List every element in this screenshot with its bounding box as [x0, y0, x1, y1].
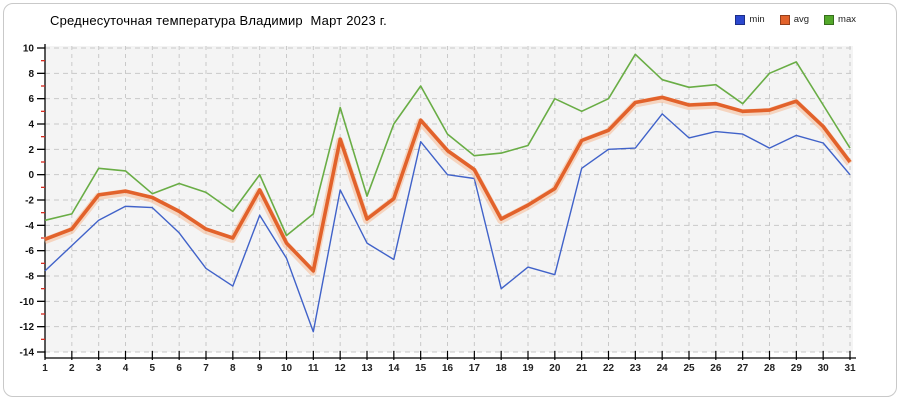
x-tick-label: 26 — [710, 363, 722, 374]
y-tick-label: -6 — [25, 246, 34, 257]
legend-item-min: min — [735, 14, 765, 25]
x-tick-label: 8 — [230, 363, 236, 374]
x-tick-label: 19 — [522, 363, 534, 374]
x-tick-label: 3 — [96, 363, 102, 374]
x-tick-label: 21 — [576, 363, 588, 374]
x-tick-label: 29 — [791, 363, 803, 374]
x-tick-label: 28 — [764, 363, 776, 374]
legend-swatch-max — [824, 14, 835, 25]
x-tick-label: 25 — [683, 363, 695, 374]
x-tick-label: 16 — [442, 363, 454, 374]
legend-item-avg: avg — [779, 14, 810, 25]
legend-label-max: max — [838, 14, 856, 25]
x-tick-label: 4 — [123, 363, 129, 374]
y-tick-label: -12 — [20, 322, 35, 333]
x-tick-label: 6 — [176, 363, 182, 374]
y-tick-label: 6 — [28, 94, 34, 105]
x-tick-label: 13 — [361, 363, 373, 374]
series-max-line — [44, 53, 851, 237]
x-tick-label: 2 — [69, 363, 75, 374]
plot-area — [45, 46, 853, 352]
x-tick-label: 1 — [42, 363, 48, 374]
x-tick-label: 7 — [203, 363, 209, 374]
legend-swatch-min — [735, 14, 746, 25]
y-tick-label: 10 — [23, 44, 35, 55]
series-min-line — [44, 113, 851, 333]
x-tick-label: 15 — [415, 363, 427, 374]
x-tick-label: 20 — [549, 363, 561, 374]
x-tick-label: 24 — [657, 363, 669, 374]
chart-legend: min avg max — [735, 14, 856, 25]
y-tick-label: -2 — [25, 196, 34, 207]
x-tick-label: 27 — [737, 363, 749, 374]
chart-title: Среднесуточная температура Владимир Март… — [50, 13, 387, 28]
x-tick-label: 12 — [335, 363, 347, 374]
y-tick-label: -14 — [20, 348, 35, 359]
series-avg-line — [44, 95, 852, 273]
y-tick-label: 2 — [28, 145, 34, 156]
x-tick-label: 23 — [630, 363, 642, 374]
y-tick-label: -4 — [25, 221, 34, 232]
y-tick-label: -8 — [25, 272, 34, 283]
x-tick-label: 9 — [257, 363, 263, 374]
legend-swatch-avg — [779, 14, 790, 25]
x-tick-label: 5 — [150, 363, 156, 374]
legend-label-avg: avg — [793, 14, 810, 25]
y-tick-label: 0 — [28, 170, 34, 181]
x-tick-label: 31 — [844, 363, 856, 374]
x-tick-label: 10 — [281, 363, 293, 374]
x-tick-label: 11 — [308, 363, 319, 374]
y-tick-label: 4 — [28, 120, 34, 131]
legend-item-max: max — [824, 14, 856, 25]
x-tick-label: 17 — [469, 363, 481, 374]
y-tick-label: -10 — [20, 297, 35, 308]
x-tick-label: 18 — [496, 363, 508, 374]
y-tick-label: 8 — [28, 69, 34, 80]
x-tick-label: 14 — [388, 363, 400, 374]
legend-label-min: min — [749, 14, 765, 25]
x-tick-label: 30 — [818, 363, 830, 374]
x-tick-label: 22 — [603, 363, 615, 374]
